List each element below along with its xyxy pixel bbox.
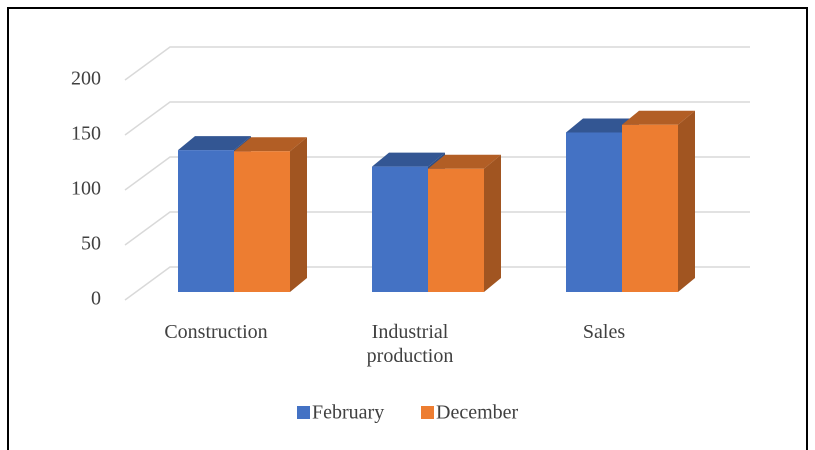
legend-label: February	[312, 402, 384, 424]
bar-top	[372, 152, 445, 167]
bar-top	[566, 118, 639, 133]
frame	[7, 7, 808, 450]
y-tick-label: 200	[71, 68, 101, 90]
bar-front	[622, 124, 678, 292]
bar-front	[234, 151, 290, 292]
y-tick-label: 50	[81, 233, 101, 255]
bar-front	[372, 166, 428, 292]
legend-swatch	[297, 406, 310, 419]
x-tick-label: Construction	[164, 321, 268, 343]
grid-line	[124, 266, 750, 301]
bar-front	[566, 132, 622, 292]
bar-side	[678, 110, 695, 292]
grid-line	[124, 156, 750, 191]
bar-top	[428, 154, 501, 169]
bar-side	[484, 154, 501, 292]
y-tick-label: 100	[71, 178, 101, 200]
y-tick-label: 0	[91, 288, 101, 310]
legend-label: December	[436, 402, 519, 424]
x-tick-label: Sales	[582, 321, 626, 343]
bar	[622, 110, 695, 292]
bar-top	[622, 110, 695, 125]
grid-line	[124, 211, 750, 246]
y-tick-label: 150	[71, 123, 101, 145]
grid-line	[124, 46, 750, 81]
bar	[428, 154, 501, 292]
bar	[234, 137, 307, 292]
bar-top	[178, 136, 251, 151]
bar-side	[290, 137, 307, 292]
bar-top	[234, 137, 307, 152]
bar-front	[178, 150, 234, 292]
x-tick-label: Industrial production	[366, 321, 454, 367]
bar-front	[428, 168, 484, 292]
legend-swatch	[421, 406, 434, 419]
grid-line	[124, 101, 750, 136]
